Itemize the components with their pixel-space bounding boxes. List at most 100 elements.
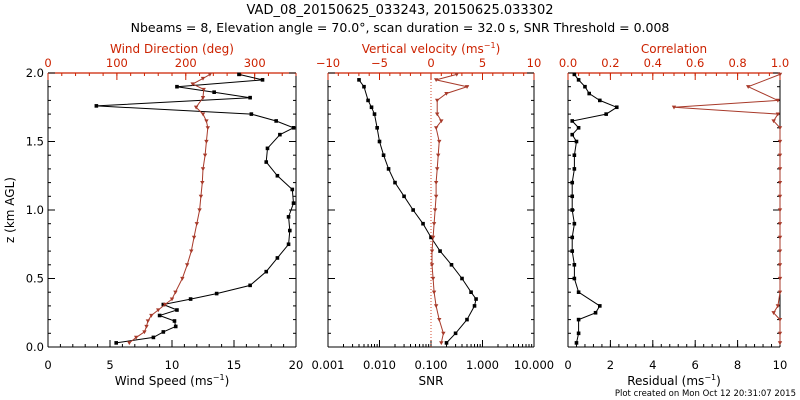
data-point-black xyxy=(598,304,602,308)
data-point-red xyxy=(173,290,178,295)
x-tick-label: 20 xyxy=(289,358,304,372)
x-axis-label: SNR xyxy=(419,374,444,388)
data-point-red xyxy=(204,119,209,124)
top-tick-label: 5 xyxy=(479,56,486,70)
data-point-red xyxy=(671,105,677,110)
data-point-black xyxy=(248,95,252,100)
data-point-black xyxy=(175,84,179,89)
data-point-red xyxy=(431,222,437,226)
data-point-black xyxy=(265,146,270,151)
data-point-black xyxy=(237,72,241,77)
data-point-black xyxy=(465,317,469,322)
data-point-black xyxy=(157,313,162,318)
x-tick-label: 0 xyxy=(564,358,571,372)
data-point-red xyxy=(777,222,783,226)
data-point-black xyxy=(290,187,295,192)
data-point-black xyxy=(161,330,166,334)
data-point-black xyxy=(574,341,579,345)
data-point-red xyxy=(777,318,783,322)
data-point-black xyxy=(570,249,575,253)
data-point-red xyxy=(439,119,444,124)
x-tick-label: 0.001 xyxy=(312,358,345,372)
top-axis-label: Wind Direction (deg) xyxy=(110,42,234,56)
data-point-red xyxy=(777,139,783,144)
x-tick-label: 0 xyxy=(44,358,51,372)
data-point-red xyxy=(433,194,439,199)
data-point-red xyxy=(437,318,442,322)
x-tick-label: 10 xyxy=(773,358,788,372)
data-point-red xyxy=(433,304,439,309)
data-point-red xyxy=(162,302,168,307)
footer-text: Plot created on Mon Oct 12 20:31:07 2015 xyxy=(615,389,796,399)
series-line-black xyxy=(571,74,618,344)
data-point-black xyxy=(366,98,370,103)
data-point-black xyxy=(275,173,280,178)
data-point-red xyxy=(184,263,190,267)
data-point-red xyxy=(777,126,783,130)
data-point-red xyxy=(145,319,151,324)
top-tick-label: 100 xyxy=(106,56,128,70)
data-point-black xyxy=(574,139,579,144)
x-tick-label: 6 xyxy=(692,358,699,372)
data-point-red xyxy=(144,324,149,329)
data-point-red xyxy=(133,335,139,340)
data-point-black xyxy=(570,194,575,199)
data-point-red xyxy=(454,72,459,77)
top-axis-label: Vertical velocity (ms−1) xyxy=(362,41,501,56)
data-point-red xyxy=(777,276,783,281)
data-point-black xyxy=(583,84,587,89)
series-line-black xyxy=(358,79,477,344)
data-point-red xyxy=(180,276,185,281)
data-point-black xyxy=(286,215,291,219)
data-point-red xyxy=(127,341,132,346)
data-point-red xyxy=(777,235,783,240)
data-point-red xyxy=(434,167,440,172)
data-point-black xyxy=(570,119,575,123)
data-point-black xyxy=(570,180,575,185)
data-point-red xyxy=(431,290,437,295)
top-tick-label: 0 xyxy=(44,56,51,70)
data-point-red xyxy=(771,119,776,124)
data-point-red xyxy=(200,181,205,185)
data-point-black xyxy=(474,297,478,301)
data-point-black xyxy=(188,297,193,301)
title-line-2: Nbeams = 8, Elevation angle = 70.0°, sca… xyxy=(131,20,670,35)
data-point-red xyxy=(207,72,213,77)
data-point-black xyxy=(469,290,473,294)
data-point-red xyxy=(204,139,209,144)
data-point-black xyxy=(114,341,118,345)
x-tick-label: 2 xyxy=(607,358,614,372)
top-tick-label: 0.6 xyxy=(686,56,704,70)
data-point-black xyxy=(393,180,397,185)
data-point-red xyxy=(433,181,439,185)
data-point-red xyxy=(200,76,206,81)
data-point-red xyxy=(771,311,776,315)
data-point-red xyxy=(200,112,206,117)
data-point-red xyxy=(434,98,440,103)
data-point-red xyxy=(430,235,436,240)
data-point-black xyxy=(576,78,581,82)
data-point-red xyxy=(775,112,781,117)
data-point-black xyxy=(369,105,374,110)
data-point-black xyxy=(381,153,386,157)
top-tick-label: −5 xyxy=(371,56,388,70)
data-point-black xyxy=(570,235,575,240)
data-point-black xyxy=(161,302,166,307)
data-point-black xyxy=(264,160,269,164)
top-tick-label: 0.2 xyxy=(601,56,619,70)
series-line-black xyxy=(96,73,295,344)
data-point-black xyxy=(372,112,377,116)
panel-residual: 0 2 4 6 8 10 0.0 0.2 0.4 0.6 0.8 1.0 Residual (ms−1)… xyxy=(559,42,789,388)
data-point-black xyxy=(212,90,216,94)
data-point-black xyxy=(386,167,391,171)
data-point-black xyxy=(173,324,178,329)
data-point-red xyxy=(777,290,783,295)
data-point-red xyxy=(430,276,436,281)
data-point-black xyxy=(274,119,278,123)
top-tick-label: 300 xyxy=(244,56,266,70)
data-point-black xyxy=(402,194,406,199)
data-point-black xyxy=(357,78,361,82)
data-point-black xyxy=(453,331,458,336)
panel-snr: 0.001 0.010 0.100 1.000 10.000 −10 −5 0 5 10 SNR Ve… xyxy=(312,41,555,388)
